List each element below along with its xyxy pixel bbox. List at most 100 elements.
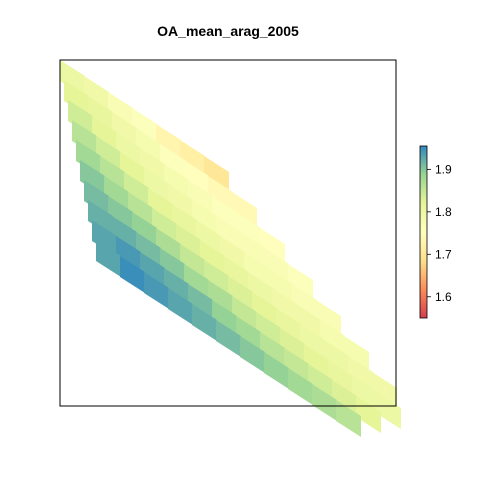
heat-cell	[260, 332, 285, 369]
heat-cell	[64, 80, 89, 117]
heat-cell	[132, 108, 157, 145]
heat-cell	[188, 284, 213, 321]
heat-cell	[288, 368, 313, 405]
heatmap-cells	[60, 60, 401, 437]
heat-cell	[280, 328, 305, 365]
heat-cell	[240, 232, 265, 269]
heat-cell	[296, 304, 321, 341]
heat-cell	[248, 272, 273, 309]
heat-cell	[284, 348, 309, 385]
heat-cell	[192, 304, 217, 341]
heat-cell	[276, 308, 301, 345]
heat-cell	[168, 288, 193, 325]
heat-cell	[204, 156, 229, 193]
heat-cell	[252, 292, 277, 329]
heat-cell	[92, 220, 117, 257]
heat-cell	[332, 380, 357, 417]
heat-cell	[336, 400, 361, 437]
heat-cell	[152, 208, 177, 245]
heat-cell	[268, 268, 293, 305]
heat-cell	[236, 316, 261, 353]
heat-cell	[96, 240, 121, 277]
heat-cell	[232, 296, 257, 333]
heat-cell	[212, 300, 237, 337]
heat-cell	[76, 140, 101, 177]
heat-cell	[304, 344, 329, 381]
heat-cell	[176, 224, 201, 261]
heat-cell	[196, 220, 221, 257]
heat-cell	[116, 132, 141, 169]
heat-cell	[300, 324, 325, 361]
heat-cell	[156, 124, 181, 161]
heat-cell	[228, 276, 253, 313]
heat-cell	[160, 248, 185, 285]
colorbar: 1.6 1.7 1.8 1.9	[419, 145, 452, 319]
heat-cell	[180, 244, 205, 281]
colorbar-tick-label: 1.9	[435, 162, 452, 176]
heat-cell	[60, 60, 85, 97]
heat-cell	[208, 176, 233, 213]
heat-cell	[116, 236, 141, 273]
heat-cell	[84, 76, 109, 113]
colorbar-tick-label: 1.7	[435, 247, 452, 261]
heat-cell	[324, 340, 349, 377]
heat-cell	[160, 144, 185, 181]
heat-cell	[192, 200, 217, 237]
heat-cell	[328, 360, 353, 397]
heat-cell	[348, 356, 373, 393]
heat-cell	[352, 376, 377, 413]
heat-cell	[140, 148, 165, 185]
heat-cell	[68, 100, 93, 137]
heat-cell	[260, 228, 285, 265]
heat-cell	[108, 92, 133, 129]
heat-cell	[112, 112, 137, 149]
heat-cell	[216, 320, 241, 357]
heat-cell	[92, 116, 117, 153]
heat-cell	[244, 252, 269, 289]
heat-cell	[140, 252, 165, 289]
heat-cell	[200, 240, 225, 277]
heat-cell	[88, 96, 113, 133]
heat-cell	[212, 196, 237, 233]
heat-cell	[136, 128, 161, 165]
heat-cell	[72, 120, 97, 157]
heat-cell	[316, 300, 341, 337]
heat-cell	[148, 188, 173, 225]
heat-cell	[88, 200, 113, 237]
heat-cell	[128, 192, 153, 229]
heat-cell	[376, 392, 401, 429]
heat-cell	[264, 248, 289, 285]
heat-cell	[356, 396, 381, 433]
heat-cell	[216, 216, 241, 253]
colorbar-tick-label: 1.6	[435, 290, 452, 304]
heat-cell	[208, 280, 233, 317]
heat-cell	[204, 260, 229, 297]
heat-cell	[264, 352, 289, 389]
heat-cell	[132, 212, 157, 249]
heat-cell	[112, 216, 137, 253]
colorbar-gradient	[419, 145, 428, 319]
heat-cell	[136, 232, 161, 269]
heat-cell	[164, 268, 189, 305]
heat-cell	[232, 192, 257, 229]
chart-title: OA_mean_arag_2005	[157, 23, 299, 39]
heat-cell	[180, 140, 205, 177]
heat-cell	[292, 284, 317, 321]
heat-cell	[220, 236, 245, 273]
heat-cell	[256, 312, 281, 349]
heat-cell	[104, 176, 129, 213]
heat-cell	[124, 172, 149, 209]
heat-cell	[120, 256, 145, 293]
heat-cell	[100, 156, 125, 193]
heat-cell	[372, 372, 397, 409]
heat-cell	[344, 336, 369, 373]
heat-cell	[224, 256, 249, 293]
heat-cell	[164, 164, 189, 201]
heat-cell	[168, 184, 193, 221]
heat-cell	[108, 196, 133, 233]
heat-cell	[320, 320, 345, 357]
heat-cell	[288, 264, 313, 301]
heat-cell	[308, 364, 333, 401]
heat-cell	[120, 152, 145, 189]
